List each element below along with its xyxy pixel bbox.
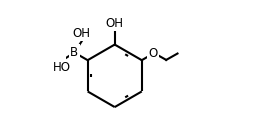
Text: OH: OH <box>106 17 124 30</box>
Text: HO: HO <box>53 61 71 74</box>
Text: OH: OH <box>73 27 91 40</box>
Text: O: O <box>149 47 158 60</box>
Text: B: B <box>70 46 78 59</box>
